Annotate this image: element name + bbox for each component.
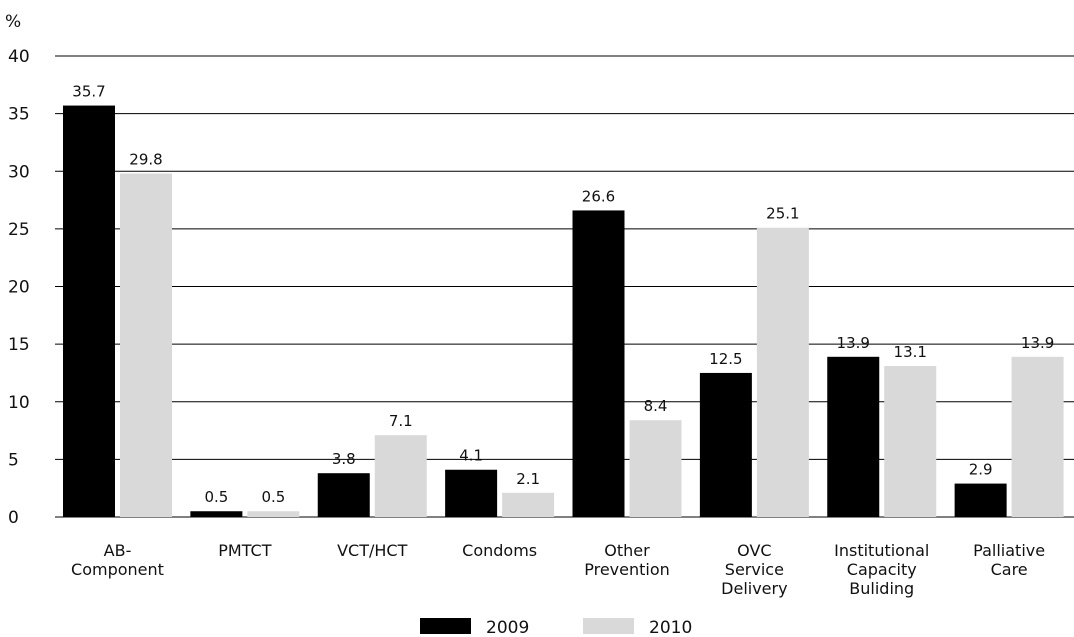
category-label: Buliding <box>849 579 914 598</box>
bar-2010-7 <box>1011 356 1064 517</box>
gridlines <box>55 55 1074 518</box>
bar-2009-7 <box>954 483 1007 517</box>
legend-label: 2009 <box>486 618 529 637</box>
data-label: 29.8 <box>129 151 162 169</box>
bar-2009-6 <box>827 356 880 517</box>
bar-2010-2 <box>374 435 427 517</box>
data-label: 12.5 <box>709 350 742 368</box>
bar-2009-1 <box>190 511 243 517</box>
bar-2010-1 <box>247 511 300 517</box>
category-label: Other <box>604 541 650 560</box>
y-tick-label: 15 <box>8 335 30 355</box>
data-label: 0.5 <box>204 488 228 506</box>
data-label: 0.5 <box>261 488 285 506</box>
category-label: Capacity <box>847 560 917 579</box>
category-label: Prevention <box>584 560 670 579</box>
category-label: PMTCT <box>218 541 271 560</box>
category-label: Institutional <box>834 541 929 560</box>
data-label: 25.1 <box>766 205 799 223</box>
bar-2010-0 <box>120 173 172 517</box>
y-tick-label: 10 <box>8 393 30 413</box>
y-tick-label: 25 <box>8 220 30 240</box>
category-label: AB- <box>104 541 132 560</box>
data-label: 7.1 <box>389 412 413 430</box>
data-label: 2.9 <box>969 461 993 479</box>
bar-2009-4 <box>572 210 625 517</box>
data-label: 2.1 <box>516 470 540 488</box>
bar-2009-3 <box>445 469 498 517</box>
legend-swatch-2010 <box>583 618 634 634</box>
category-label: Service <box>725 560 784 579</box>
data-label: 13.1 <box>894 343 927 361</box>
y-tick-label: 0 <box>8 508 19 528</box>
data-label: 26.6 <box>582 187 615 205</box>
bar-2010-5 <box>756 227 809 517</box>
bar-2010-4 <box>629 420 682 517</box>
y-axis-label: % <box>5 12 21 32</box>
category-label: OVC <box>737 541 771 560</box>
category-labels: AB-Component PMTCT VCT/HCT Condoms OtherPrev… <box>71 541 1045 598</box>
y-tick-label: 40 <box>8 47 30 67</box>
bar-2009-2 <box>317 473 370 517</box>
category-label: Condoms <box>462 541 537 560</box>
y-tick-label: 35 <box>8 105 30 125</box>
bar-2009-5 <box>699 372 752 517</box>
category-label: Component <box>71 560 164 579</box>
data-labels: 35.7 0.5 3.8 4.1 26.6 12.5 13.9 2.9 29.8 0.5 7.1 2.… <box>72 83 1054 507</box>
data-label: 13.9 <box>837 334 870 352</box>
legend-swatch-2009 <box>420 618 471 634</box>
data-label: 3.8 <box>332 450 356 468</box>
y-tick-label: 5 <box>8 450 19 470</box>
category-label: Palliative <box>973 541 1045 560</box>
data-label: 8.4 <box>644 397 668 415</box>
legend-label: 2010 <box>649 618 692 637</box>
data-label: 35.7 <box>72 83 105 101</box>
category-label: Delivery <box>721 579 787 598</box>
y-tick-label: 20 <box>8 278 30 298</box>
y-axis-ticks: 0 5 10 15 20 25 30 35 40 <box>8 47 30 528</box>
bar-2010-3 <box>502 492 555 517</box>
data-label: 13.9 <box>1021 334 1054 352</box>
legend: 2009 2010 <box>420 618 692 637</box>
bars <box>63 105 1064 518</box>
category-label: VCT/HCT <box>337 541 407 560</box>
y-tick-label: 30 <box>8 162 30 182</box>
category-label: Care <box>991 560 1028 579</box>
bar-2010-6 <box>884 366 937 517</box>
data-label: 4.1 <box>459 447 483 465</box>
bar-2009-0 <box>63 105 115 518</box>
